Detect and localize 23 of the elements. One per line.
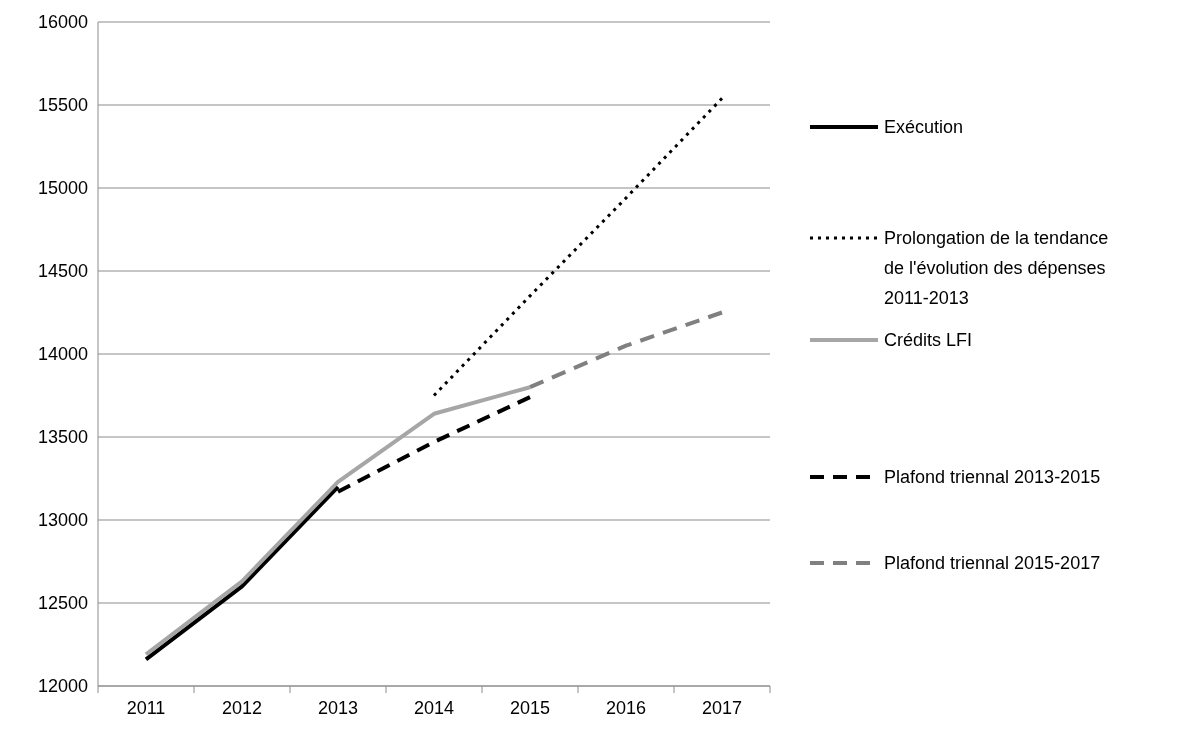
y-tick-label: 12000 (37, 676, 88, 697)
legend-label: Exécution (884, 117, 964, 138)
y-tick-label: 15000 (37, 178, 88, 199)
y-tick-label: 14500 (37, 261, 88, 282)
y-tick-label: 13500 (37, 427, 88, 448)
x-tick-label: 2017 (701, 698, 743, 718)
x-tick-label: 2016 (605, 698, 647, 718)
x-tick-label: 2015 (509, 698, 551, 718)
legend-label: Crédits LFI (884, 330, 973, 351)
y-tick-label: 12500 (37, 593, 88, 614)
y-tick-label: 14000 (37, 344, 88, 365)
line-series (432, 96, 724, 397)
x-tick-label: 2012 (221, 698, 263, 718)
x-tick-label: 2013 (317, 698, 359, 718)
y-tick-label: 16000 (37, 12, 88, 33)
x-tick-label: 2014 (413, 698, 455, 718)
legend-label: Prolongation de la tendance de l'évolution des dépenses 2011-2013 (884, 228, 1109, 309)
legend-label: Plafond triennal 2013-2015 (884, 467, 1101, 488)
line-series (144, 385, 532, 657)
y-tick-label: 15500 (37, 95, 88, 116)
legend-label: Plafond triennal 2015-2017 (884, 553, 1101, 574)
y-tick-label: 13000 (37, 510, 88, 531)
x-tick-label: 2011 (126, 698, 166, 718)
